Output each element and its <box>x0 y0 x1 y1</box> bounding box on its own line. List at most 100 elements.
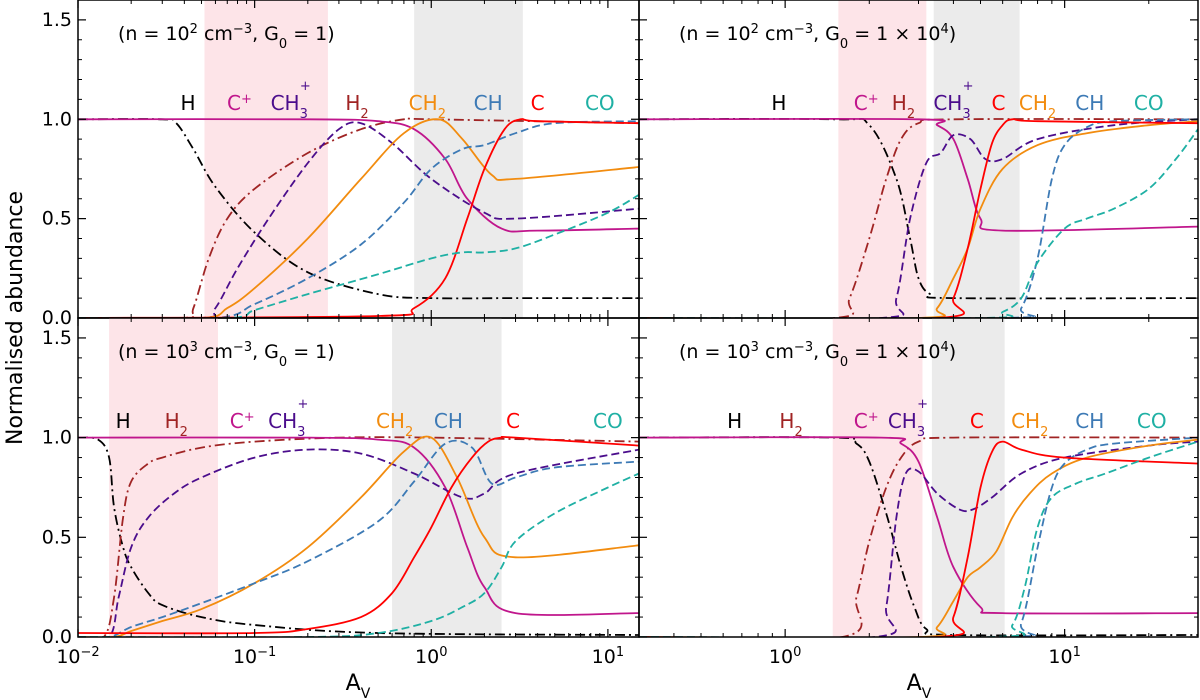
species-label: C <box>531 91 545 115</box>
species-name: H <box>116 409 131 433</box>
panel-4: 100 101(n = 103 cm−3, G0 = 1 × 104)H H2 C+ C… <box>638 317 1199 669</box>
x-tick-exp: −2 <box>81 645 100 660</box>
plot-area <box>78 318 639 637</box>
x-tick-label: 100 <box>769 645 801 669</box>
species-label: C <box>970 409 984 433</box>
x-axis-label-left: AV <box>346 671 371 700</box>
species-label: C+ <box>854 409 879 433</box>
title-sub: 0 <box>840 37 848 52</box>
x-axis-label-left-sub: V <box>361 686 371 700</box>
title-part: , G <box>252 341 279 363</box>
x-tick-exp: 1 <box>1073 645 1081 660</box>
species-label: H2 <box>165 409 188 440</box>
series-line-h2 <box>78 117 639 318</box>
x-tick-base: 10 <box>233 646 257 668</box>
series-line-h2 <box>639 118 1198 318</box>
species-sub: 3 <box>917 425 925 440</box>
y-tick-label: 0.5 <box>42 526 72 548</box>
y-tick-label: 1.5 <box>42 9 72 31</box>
species-label: H2 <box>345 91 368 122</box>
species-sup: + <box>963 79 974 94</box>
species-label: H2 <box>892 91 915 122</box>
series-line-c <box>78 435 639 635</box>
title-exp: −3 <box>233 340 252 355</box>
series-line-ch3-plus <box>639 118 1198 318</box>
series-line-co <box>639 128 1198 318</box>
species-name: CH <box>933 91 962 115</box>
species-sup: + <box>241 92 252 107</box>
x-tick-label: 101 <box>592 645 624 669</box>
panels: 0.00.51.01.5(n = 102 cm−3, G0 = 1)H C+ CH3… <box>42 0 1199 669</box>
x-tick-exp: 1 <box>616 645 624 660</box>
title-part: , G <box>813 341 840 363</box>
species-label: C <box>992 91 1006 115</box>
species-label: CH3 + <box>888 397 928 440</box>
series-line-c-plus <box>78 118 639 233</box>
title-part: = 1) <box>287 23 335 45</box>
species-sub: 3 <box>300 107 308 122</box>
species-label: CH <box>1075 409 1104 433</box>
title-sub: 0 <box>279 37 287 52</box>
y-tick-label: 1.0 <box>42 108 72 130</box>
species-name: CH <box>1075 91 1104 115</box>
panel-3: 0.00.51.01.510−2 10−1 100 101(n = 103 cm−3,… <box>42 317 640 669</box>
title-part: cm <box>198 341 233 363</box>
x-tick-base: 10 <box>56 646 80 668</box>
x-tick-base: 10 <box>1048 646 1072 668</box>
title-part: , G <box>252 23 279 45</box>
x-tick-exp: −1 <box>257 645 276 660</box>
species-label: CH <box>434 409 463 433</box>
species-name: C <box>531 91 545 115</box>
species-label: H <box>727 409 742 433</box>
species-label: CH <box>1075 91 1104 115</box>
series-line-ch2 <box>639 120 1198 318</box>
title-exp: 3 <box>190 340 198 355</box>
species-label: CH3 + <box>268 397 308 440</box>
x-tick-label: 101 <box>1048 645 1080 669</box>
series-line-c-plus <box>639 436 1198 615</box>
x-tick-label: 100 <box>415 645 447 669</box>
species-name: CO <box>1137 409 1167 433</box>
panel-frame <box>77 0 640 319</box>
species-name: CH <box>1011 409 1040 433</box>
title-part: (n = 10 <box>679 23 751 45</box>
species-name: C <box>970 409 984 433</box>
species-name: CH <box>409 91 438 115</box>
y-tick-label: 0.5 <box>42 208 72 230</box>
x-tick-base: 10 <box>769 646 793 668</box>
species-name: CO <box>593 409 623 433</box>
x-tick-base: 10 <box>592 646 616 668</box>
species-name: CO <box>585 91 615 115</box>
title-exp: −3 <box>233 22 252 37</box>
shaded-band-1 <box>109 318 218 637</box>
species-name: H <box>727 409 742 433</box>
species-label: C <box>506 409 520 433</box>
title-sub: 0 <box>840 355 848 370</box>
series-line-ch <box>78 120 639 318</box>
x-axis-label-right-sub: V <box>922 686 932 700</box>
title-part: cm <box>759 341 794 363</box>
title-part: (n = 10 <box>118 341 190 363</box>
panel-2: (n = 102 cm−3, G0 = 1 × 104)H C+ H2 CH3+C CH… <box>638 0 1199 319</box>
species-label: CH2 <box>409 91 446 122</box>
species-sub: 2 <box>1048 107 1056 122</box>
x-tick-exp: 0 <box>793 645 801 660</box>
species-name: CH <box>1019 91 1048 115</box>
shaded-band-2 <box>392 318 502 637</box>
title-part: cm <box>759 23 794 45</box>
series-line-c <box>639 118 1198 318</box>
title-part: ) <box>949 341 956 363</box>
species-label: CH2 <box>1011 409 1048 440</box>
species-name: H <box>181 91 196 115</box>
x-tick-label: 10−1 <box>233 645 276 669</box>
series-line-h2 <box>78 436 639 637</box>
plot-area <box>639 0 1198 318</box>
title-part: cm <box>198 23 233 45</box>
species-name: H <box>771 91 786 115</box>
x-axis-label-right: AV <box>907 671 932 700</box>
species-sup: + <box>917 397 928 412</box>
series-line-h <box>78 118 639 300</box>
species-sub: 2 <box>907 107 915 122</box>
title-part: = 1 × 10 <box>848 23 940 45</box>
species-name: C <box>854 91 868 115</box>
